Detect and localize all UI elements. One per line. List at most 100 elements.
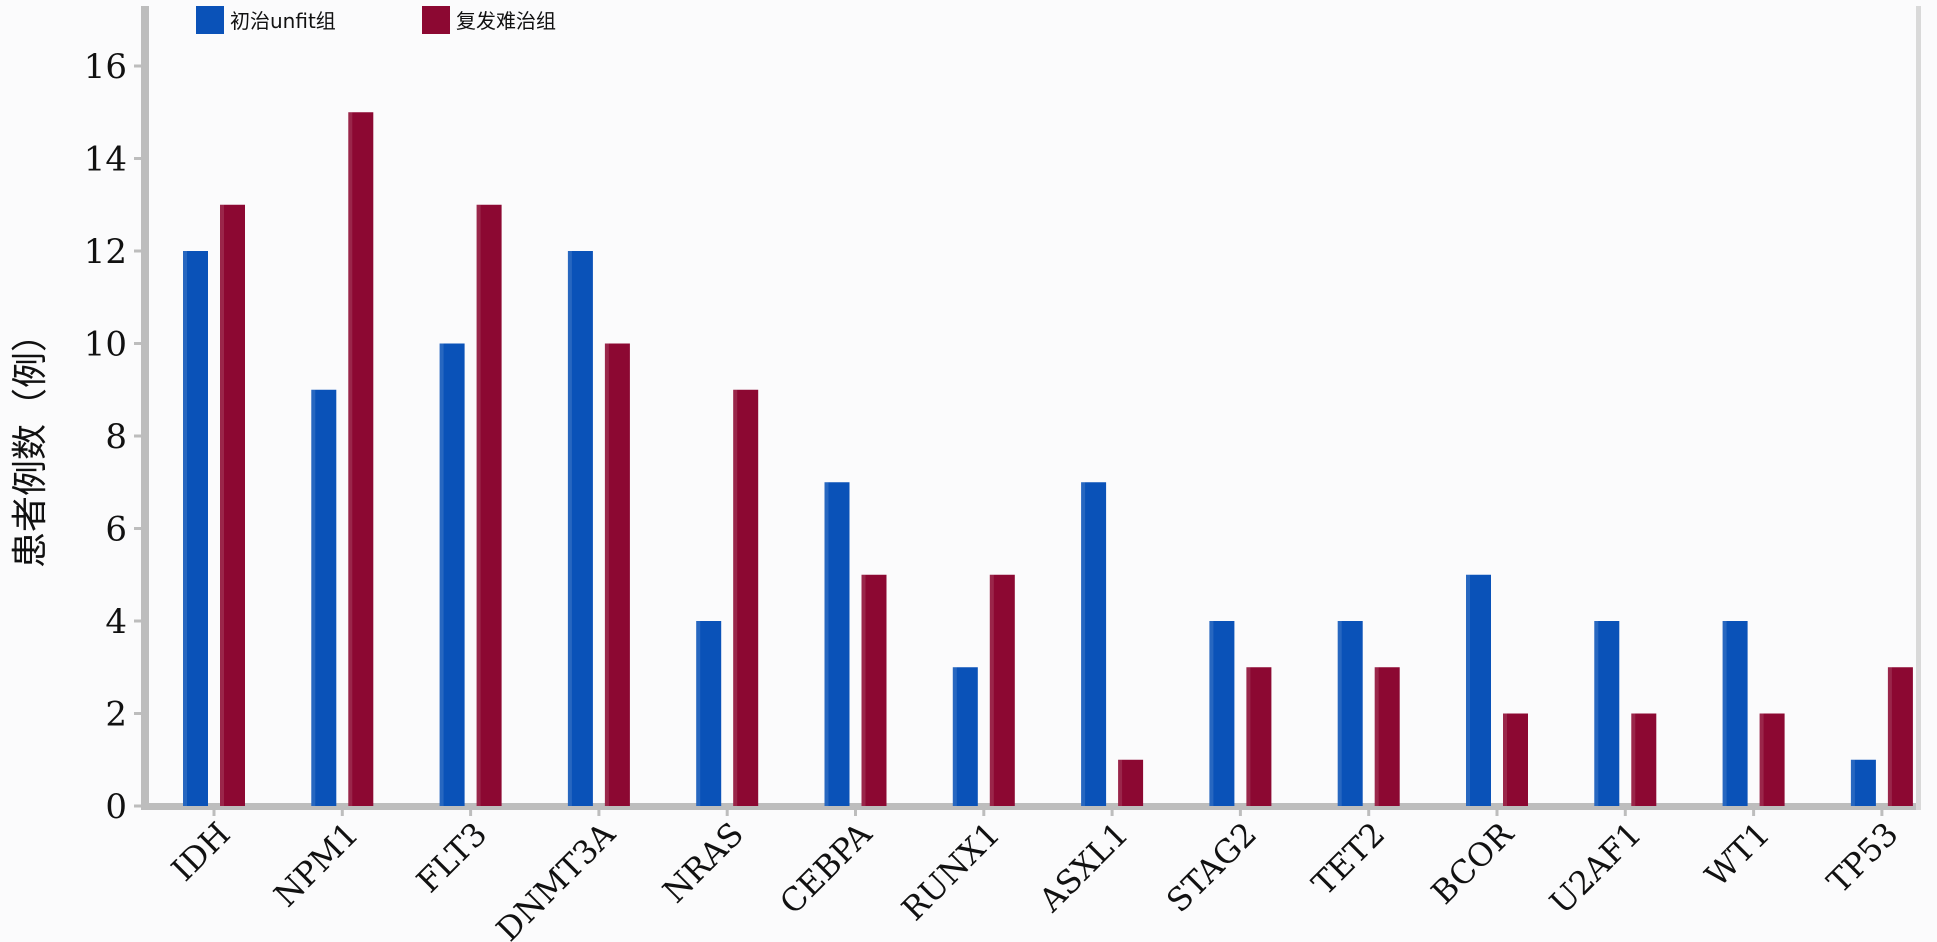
bar-series1-idh bbox=[183, 251, 208, 806]
bar-series2-bcor bbox=[1503, 713, 1528, 806]
bar-series2-tet2 bbox=[1374, 667, 1400, 806]
x-tick-mark bbox=[1880, 806, 1884, 816]
x-tick-mark bbox=[469, 806, 473, 816]
x-tick-label-tet2: TET2 bbox=[1304, 815, 1392, 903]
x-tick-label-npm1: NPM1 bbox=[266, 815, 365, 914]
y-tick-label: 8 bbox=[105, 417, 127, 457]
y-tick-mark bbox=[134, 712, 148, 715]
x-tick-mark bbox=[854, 806, 857, 816]
x-tick-label-asxl1: ASXL1 bbox=[1031, 815, 1136, 920]
x-tick-label-u2af1: U2AF1 bbox=[1542, 815, 1649, 922]
x-tick-label-runx1: RUNX1 bbox=[894, 815, 1007, 928]
y-tick-label: 16 bbox=[84, 47, 127, 87]
bar-highlight bbox=[1466, 574, 1470, 806]
bar-series1-runx1 bbox=[952, 667, 978, 806]
bar-highlight bbox=[348, 112, 353, 806]
y-tick-label: 4 bbox=[105, 602, 127, 642]
y-tick-mark bbox=[134, 527, 148, 530]
bar-series2-npm1 bbox=[348, 112, 374, 806]
bar-series1-dnmt3a bbox=[567, 251, 593, 806]
bar-highlight bbox=[1631, 713, 1636, 806]
bar-highlight bbox=[183, 251, 187, 806]
bar-highlight bbox=[1850, 759, 1855, 806]
x-tick-mark bbox=[1623, 806, 1627, 816]
bar-highlight bbox=[220, 204, 224, 806]
bar-highlight bbox=[1246, 667, 1251, 806]
bars bbox=[183, 112, 1913, 806]
x-tick-label-idh: IDH bbox=[164, 815, 238, 889]
x-tick-mark bbox=[1495, 806, 1499, 816]
y-tick-mark bbox=[134, 804, 148, 808]
bar-highlight bbox=[696, 621, 701, 806]
bar-series1-flt3 bbox=[439, 343, 465, 806]
y-tick-mark bbox=[134, 342, 148, 345]
bar-series2-runx1 bbox=[989, 574, 1015, 806]
bar-series2-nras bbox=[733, 389, 759, 806]
x-tick-label-stag2: STAG2 bbox=[1159, 815, 1264, 920]
x-tick-label-tp53: TP53 bbox=[1820, 815, 1906, 901]
bar-highlight bbox=[1081, 482, 1086, 806]
bar-series1-tet2 bbox=[1337, 621, 1363, 806]
bar-highlight bbox=[1337, 621, 1342, 806]
bar-highlight bbox=[733, 389, 738, 806]
bar-series2-stag2 bbox=[1246, 667, 1272, 806]
bar-highlight bbox=[952, 667, 957, 806]
x-tick-mark bbox=[1110, 806, 1114, 816]
y-ticks: 0 2 4 6 8 10 12 14 16 bbox=[84, 47, 148, 827]
y-axis-title-text: 患者例数（例） bbox=[10, 316, 51, 568]
legend-swatch-2 bbox=[422, 6, 450, 34]
x-tick-label-bcor: BCOR bbox=[1424, 814, 1521, 911]
bar-series1-cebpa bbox=[824, 482, 850, 806]
y-tick-mark bbox=[134, 157, 148, 160]
legend-swatch-1 bbox=[196, 6, 224, 34]
y-tick-label: 6 bbox=[105, 510, 127, 550]
x-tick-mark bbox=[725, 806, 729, 816]
x-tick-mark bbox=[212, 806, 216, 816]
y-tick-label: 14 bbox=[84, 140, 127, 180]
bar-series1-u2af1 bbox=[1594, 621, 1620, 806]
bar-series1-stag2 bbox=[1209, 621, 1235, 806]
axes bbox=[141, 6, 1921, 816]
bar-highlight bbox=[1118, 759, 1123, 806]
bar-highlight bbox=[1887, 667, 1892, 806]
y-tick-label: 2 bbox=[105, 695, 127, 735]
x-tick-label-dnmt3a: DNMT3A bbox=[489, 814, 623, 942]
bar-highlight bbox=[604, 343, 609, 806]
bar-series2-tp53 bbox=[1887, 667, 1913, 806]
x-tick-mark bbox=[1752, 806, 1756, 816]
bar-highlight bbox=[824, 482, 829, 806]
bar-highlight bbox=[1374, 667, 1379, 806]
y-axis-title: 患者例数（例） bbox=[10, 316, 51, 568]
bar-highlight bbox=[476, 204, 481, 806]
bar-series1-tp53 bbox=[1850, 759, 1876, 806]
bar-highlight bbox=[989, 574, 994, 806]
bar-series2-cebpa bbox=[861, 574, 887, 806]
legend-label-2: 复发难治组 bbox=[456, 9, 556, 33]
bar-highlight bbox=[1209, 621, 1214, 806]
bar-highlight bbox=[861, 574, 866, 806]
x-tick-label-wt1: WT1 bbox=[1698, 815, 1778, 895]
y-tick-mark bbox=[134, 434, 148, 438]
bar-series1-asxl1 bbox=[1081, 482, 1107, 806]
y-tick-label: 0 bbox=[105, 787, 127, 827]
x-tick-mark bbox=[982, 806, 986, 816]
right-border bbox=[1916, 6, 1921, 810]
bar-series2-wt1 bbox=[1759, 713, 1785, 806]
bar-series2-idh bbox=[220, 204, 245, 806]
bar-series1-npm1 bbox=[311, 389, 337, 806]
bar-highlight bbox=[1594, 621, 1599, 806]
legend: 初治unfit组 复发难治组 bbox=[196, 6, 556, 34]
x-tick-mark bbox=[340, 806, 344, 816]
y-tick-label: 12 bbox=[84, 232, 127, 272]
y-tick-mark bbox=[134, 64, 148, 68]
bar-highlight bbox=[567, 251, 572, 806]
bar-series2-flt3 bbox=[476, 204, 502, 806]
y-tick-mark bbox=[134, 249, 148, 253]
bar-highlight bbox=[311, 389, 316, 806]
bar-series2-asxl1 bbox=[1118, 759, 1144, 806]
y-tick-label: 10 bbox=[84, 325, 127, 365]
y-tick-mark bbox=[134, 619, 148, 623]
x-tick-label-nras: NRAS bbox=[655, 815, 751, 911]
